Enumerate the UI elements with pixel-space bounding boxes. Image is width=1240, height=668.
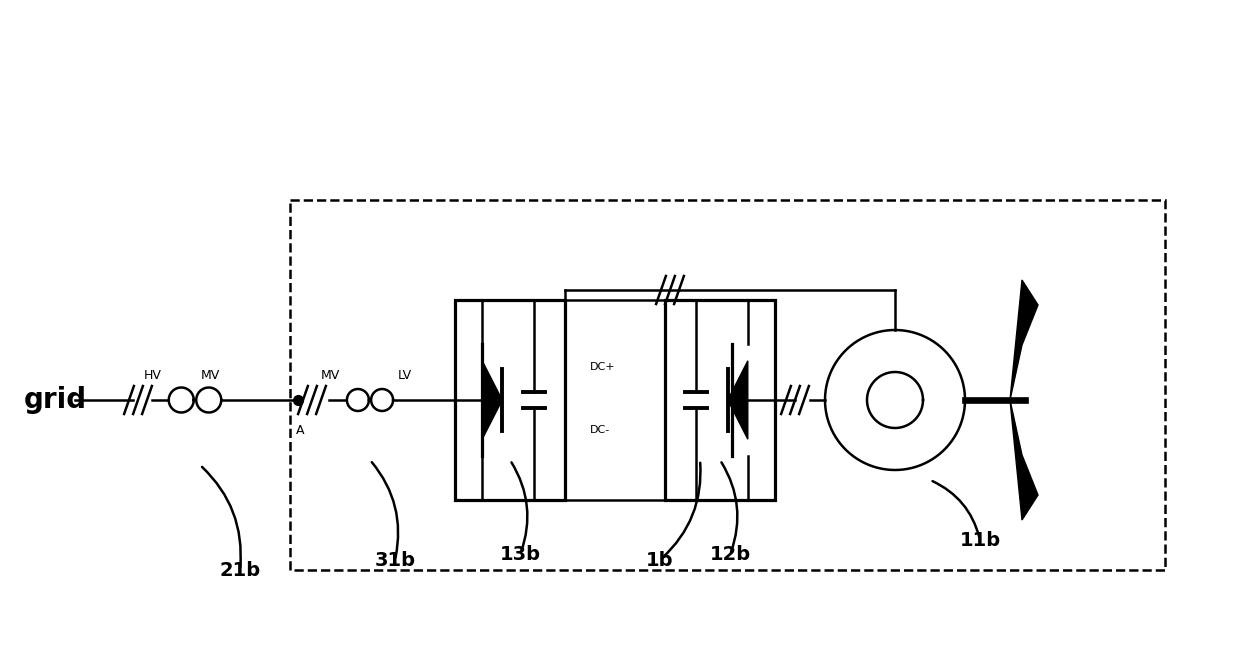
Text: DC-: DC-: [590, 425, 610, 435]
Text: A: A: [296, 424, 304, 436]
Polygon shape: [1011, 280, 1038, 400]
Text: 11b: 11b: [960, 530, 1001, 550]
Text: HV: HV: [144, 369, 162, 381]
Text: 13b: 13b: [500, 546, 541, 564]
Bar: [665, 300, 775, 500]
Text: MV: MV: [201, 369, 219, 381]
Text: MV: MV: [320, 369, 340, 381]
Polygon shape: [728, 361, 748, 439]
Polygon shape: [1011, 400, 1038, 520]
Text: 1b: 1b: [646, 550, 673, 570]
Text: LV: LV: [398, 369, 412, 381]
Text: 31b: 31b: [374, 550, 415, 570]
Text: grid: grid: [24, 386, 87, 414]
Bar: [290, 200, 1166, 570]
Text: DC+: DC+: [590, 362, 615, 372]
Text: 21b: 21b: [219, 560, 260, 580]
Polygon shape: [482, 361, 502, 439]
Bar: [455, 300, 565, 500]
Text: 12b: 12b: [709, 546, 750, 564]
